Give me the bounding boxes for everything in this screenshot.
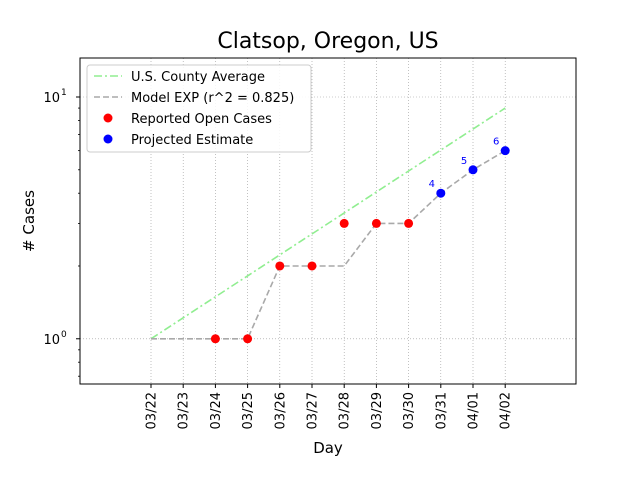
- data-point: [404, 218, 414, 228]
- data-point-label: 4: [429, 179, 435, 190]
- data-point: [468, 165, 478, 175]
- axes: 03/22 03/23 03/24 03/25 03/26 03/27 03/28 03/29…: [43, 88, 513, 429]
- x-tick-label: 03/22: [145, 392, 160, 429]
- data-point: [371, 218, 381, 228]
- x-tick-label: 04/01: [467, 392, 482, 429]
- chart-title: Clatsop, Oregon, US: [217, 29, 438, 54]
- y-tick-exponent: 0: [61, 330, 67, 340]
- y-axis-label: # Cases: [20, 190, 38, 252]
- plot-series: 4 5 6: [150, 107, 510, 344]
- legend: U.S. County Average Model EXP (r^2 = 0.82…: [86, 64, 312, 153]
- data-point-label: 5: [461, 156, 467, 167]
- legend-label: U.S. County Average: [131, 70, 265, 85]
- y-tick-exponent: 1: [61, 88, 67, 98]
- series-line-0: [150, 107, 506, 340]
- data-point: [210, 334, 220, 344]
- series-line-1: [151, 149, 506, 340]
- legend-label: Model EXP (r^2 = 0.825): [131, 91, 294, 106]
- data-point: [339, 218, 349, 228]
- y-tick-label: 10: [43, 333, 60, 348]
- legend-marker-2: [103, 113, 113, 123]
- legend-marker-3: [103, 134, 113, 144]
- data-point-label: 6: [493, 137, 499, 148]
- legend-box: [86, 64, 312, 153]
- x-axis-label: Day: [313, 439, 343, 457]
- x-tick-label: 03/24: [209, 392, 224, 429]
- legend-label: Projected Estimate: [131, 133, 253, 148]
- y-tick-label: 10: [43, 91, 60, 106]
- x-tick-label: 03/23: [177, 392, 192, 429]
- plot-frame: [79, 57, 577, 385]
- x-tick-label: 03/28: [338, 392, 353, 429]
- data-point: [307, 261, 317, 271]
- data-point: [436, 188, 446, 198]
- x-tick-label: 03/29: [370, 392, 385, 429]
- x-tick-label: 03/25: [241, 392, 256, 429]
- data-point: [500, 146, 510, 156]
- x-tick-label: 03/31: [434, 392, 449, 429]
- x-tick-label: 03/26: [273, 392, 288, 429]
- x-tick-label: 04/02: [499, 392, 514, 429]
- x-tick-label: 03/30: [402, 392, 417, 429]
- data-point: [243, 334, 253, 344]
- data-point: [275, 261, 285, 271]
- legend-label: Reported Open Cases: [131, 112, 272, 127]
- x-tick-label: 03/27: [306, 392, 321, 429]
